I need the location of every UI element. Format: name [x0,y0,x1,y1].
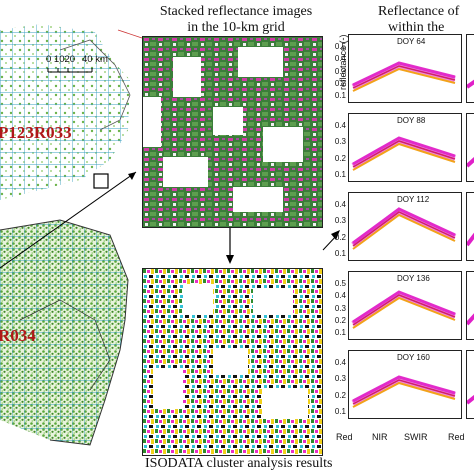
spectral-curves-partial [467,313,474,326]
reflectance-panel-partial [466,192,474,261]
reflectance-charts: DOY 64 0.5 0.4 0.3 0.2 0.1 DOY 88 0.4 0.3 0.2 0.1 D… [335,30,474,474]
spectral-line [352,211,456,247]
spectral-line [467,394,474,405]
arrowhead-down [226,255,234,264]
arrowhead-map [128,172,136,180]
scale-values: 0 1020 [46,54,76,65]
y-tick-label: 0.3 [334,66,346,76]
y-tick-label: 0.1 [334,328,346,337]
doy-label: DOY 88 [397,116,426,125]
y-tick-label: 0.5 [334,279,346,288]
spectral-line [352,207,456,245]
y-tick-label: 0.4 [334,121,346,130]
spectral-curves-partial [467,157,474,168]
reflectance-panel-partial [466,113,474,182]
doy-label: DOY 64 [397,37,426,46]
x-tick-red: Red [336,432,353,442]
reflectance-panel: DOY 136 [348,271,462,340]
x-tick-nir: NIR [372,432,388,442]
spectral-line [467,232,474,247]
y-tick-label: 0.2 [334,78,346,88]
spectral-line [352,61,456,87]
spectral-line [351,290,457,327]
y-tick-label: 0.4 [334,200,346,209]
y-tick-label: 0.3 [334,216,346,226]
y-tick-label: 0.5 [334,42,346,51]
spectral-curves [351,207,457,250]
reflectance-panel-partial [466,350,474,419]
tile-label-lower: R034 [0,326,36,345]
y-tick-label: 0.1 [334,91,346,100]
doy-label: DOY 160 [397,353,430,362]
doy-label: DOY 112 [397,195,430,204]
y-tick-label: 0.4 [334,291,346,301]
stacked-title-line2: in the 10-km grid [187,20,285,35]
reflectance-title-line2: within the [388,20,445,35]
y-tick-label: 0.3 [334,303,346,313]
spectral-line [352,290,456,324]
spectral-line [351,61,456,90]
y-tick-label: 0.3 [334,137,346,147]
spectral-line [351,136,456,169]
spectral-curves-partial [467,394,474,405]
y-tick-label: 0.1 [334,170,346,179]
spectral-line [467,313,474,326]
x-tick-red-2: Red [448,432,465,442]
y-tick-label: 0.1 [334,249,346,258]
x-tick-swir: SWIR [404,432,428,442]
study-area-map: 0 1020 40 km P123R033 R034 [0,20,140,452]
doy-label: DOY 136 [397,274,430,283]
spectral-line [352,136,456,166]
isodata-caption: ISODATA cluster analysis results [145,456,333,471]
spectral-line [352,379,456,405]
reflectance-panel: DOY 160 [348,350,462,419]
reflectance-title-line1: Reflectance of [378,4,460,19]
cluster-image-graphic [143,269,322,455]
connector-map-to-image [0,171,137,269]
spectral-line [351,207,457,248]
spectral-line [352,294,456,326]
reflectance-panel: DOY 112 [348,192,462,261]
spectral-line [352,296,456,329]
y-tick-label: 0.4 [334,54,346,64]
arrowhead-right [331,230,340,240]
spectral-curves [351,136,456,171]
reflectance-panel: DOY 64 [348,34,462,103]
scale-unit: 40 km [82,54,108,65]
map-graphic [0,24,131,446]
tile-label-upper: P123R033 [0,123,72,142]
stacked-title-line1: Stacked reflectance images [159,4,313,19]
isodata-cluster-image [142,268,323,456]
reflectance-panel-partial [466,271,474,340]
spectral-line [467,79,474,89]
y-tick-label: 0.2 [334,153,346,163]
y-tick-label: 0.2 [334,232,346,242]
spectral-curves-partial [467,232,474,247]
y-tick-label: 0.4 [334,358,346,367]
spectral-line [467,157,474,168]
stacked-reflectance-image [142,36,323,228]
spectral-line [352,67,456,92]
y-tick-label: 0.1 [334,407,346,416]
spectral-curves-partial [467,79,474,89]
spectral-curves [351,61,456,92]
spectral-line [352,381,456,408]
spectral-line [352,142,456,171]
y-tick-label: 0.2 [334,315,346,325]
stacked-image-graphic [143,37,322,227]
spectral-line [352,140,456,168]
spectral-curves [351,375,456,408]
reflectance-panel: DOY 88 [348,113,462,182]
spectral-line [352,375,456,403]
reflectance-panel-partial [466,34,474,103]
spectral-line [352,65,456,89]
spectral-line [351,375,456,406]
y-tick-label: 0.2 [334,390,346,400]
spectral-line [352,213,456,250]
spectral-curves [351,290,457,329]
connector-red [117,29,143,39]
y-tick-label: 0.3 [334,374,346,384]
